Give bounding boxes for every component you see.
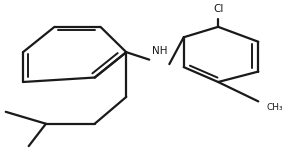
Text: CH₃: CH₃ [267, 103, 283, 112]
Text: NH: NH [151, 46, 167, 56]
Text: Cl: Cl [213, 4, 223, 14]
